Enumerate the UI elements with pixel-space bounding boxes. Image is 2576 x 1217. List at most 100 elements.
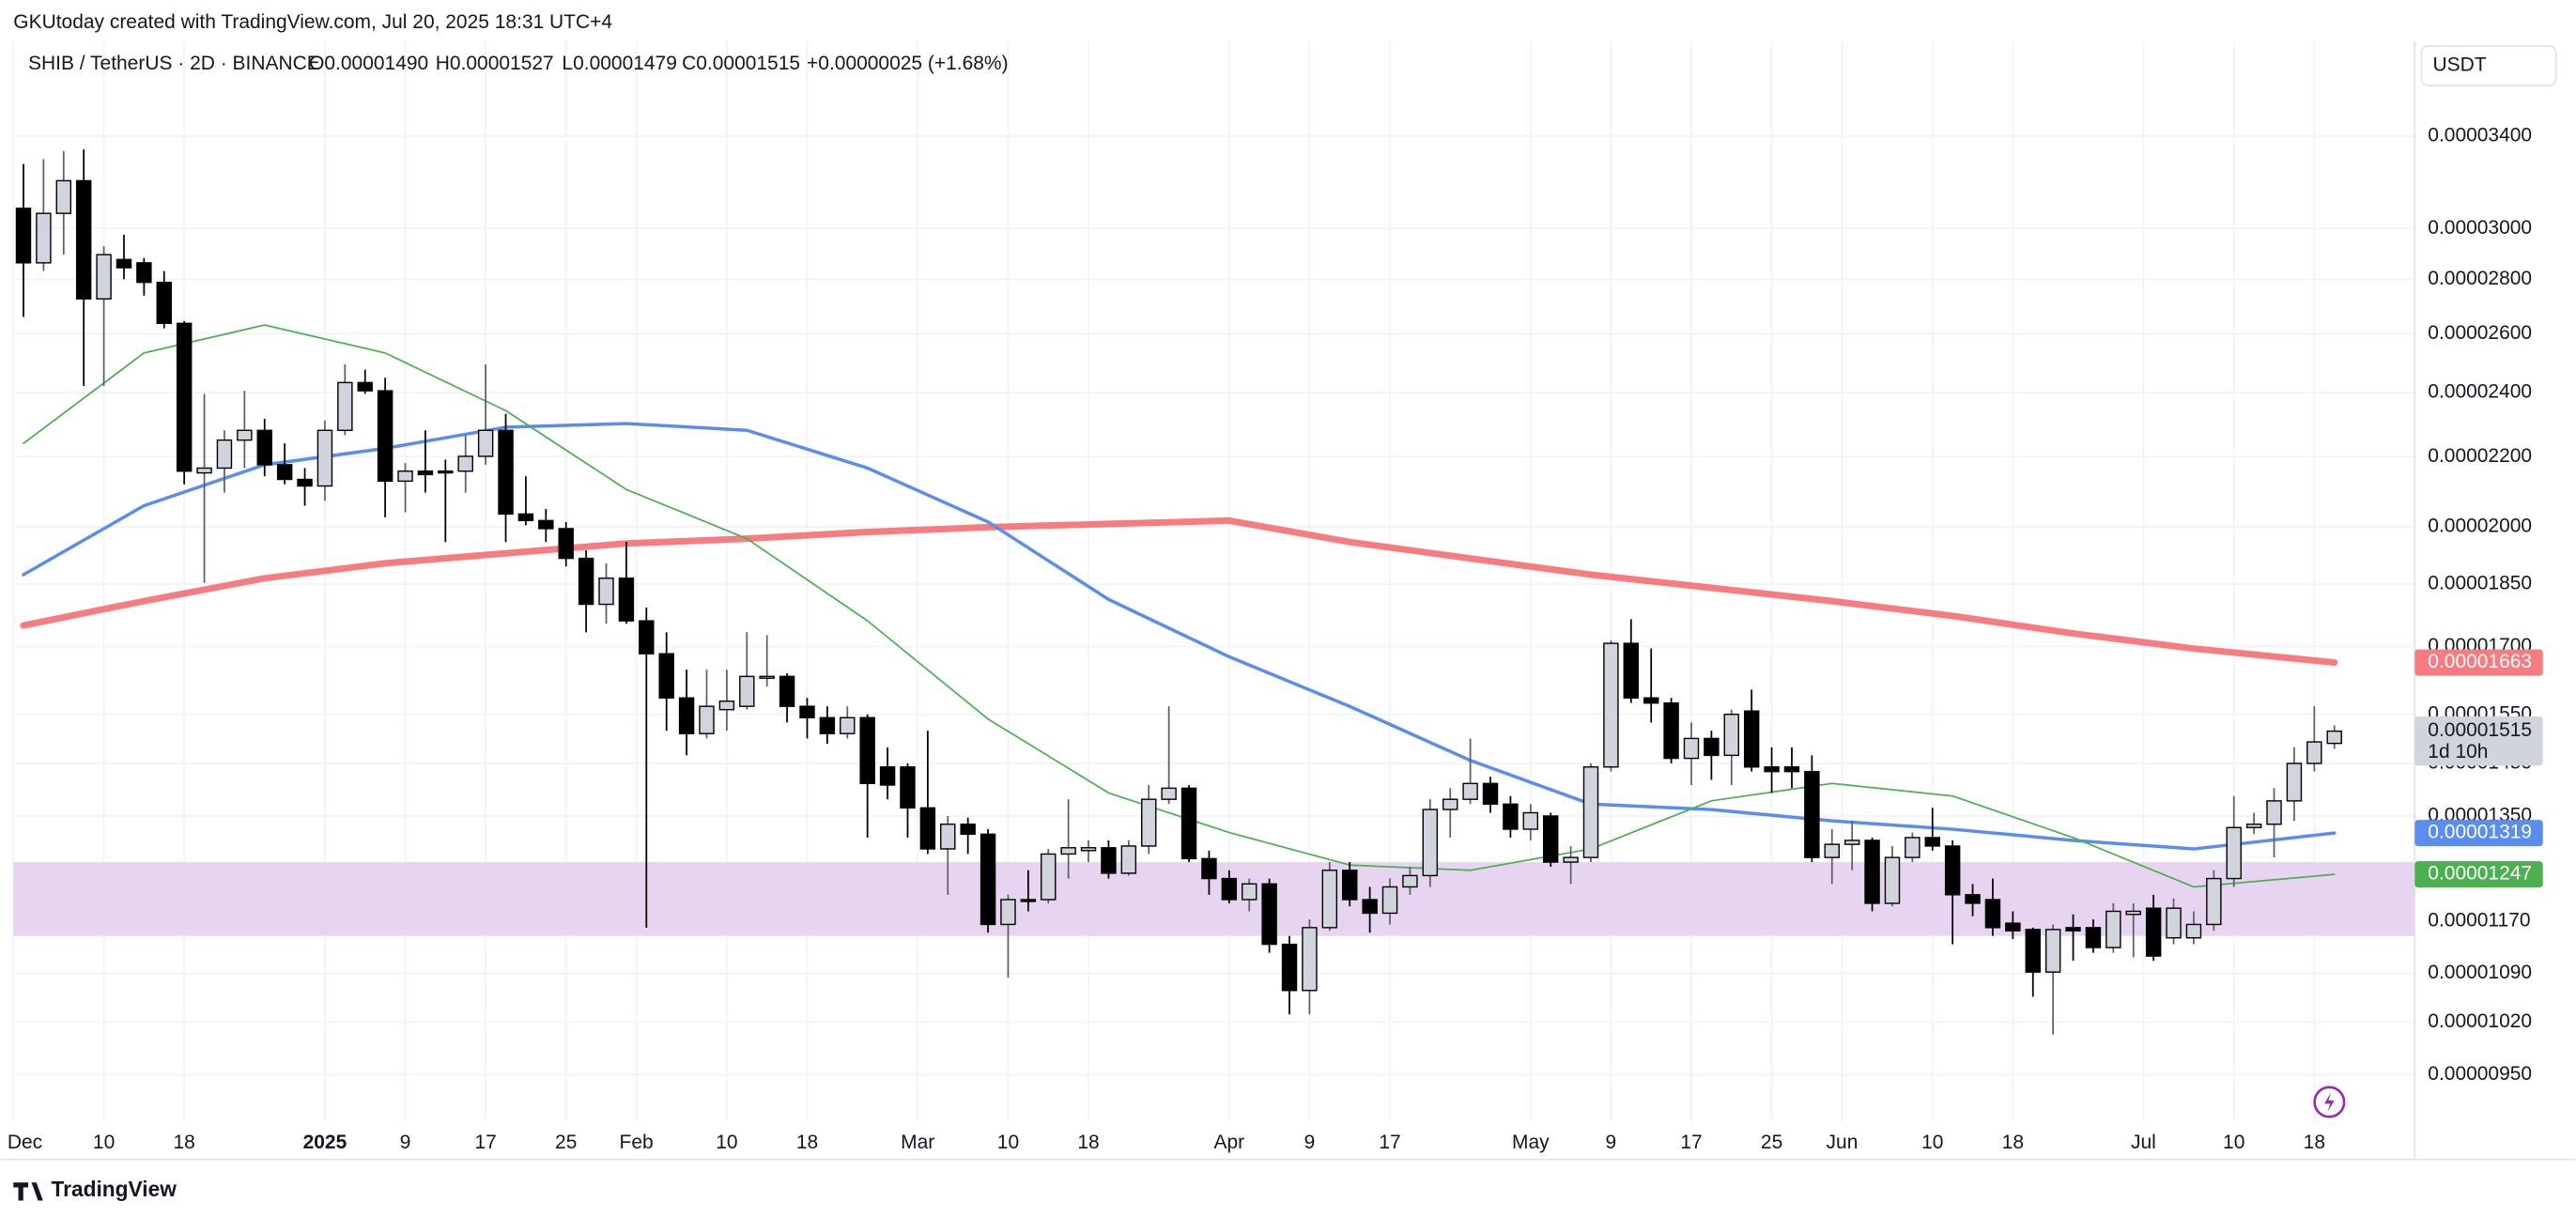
candle-body <box>96 254 112 300</box>
candle-body <box>1683 737 1700 760</box>
currency-label[interactable]: USDT <box>2433 54 2487 76</box>
x-tick-label: 17 <box>474 1132 496 1153</box>
candle-body <box>1141 798 1157 847</box>
x-tick-label: 17 <box>1379 1132 1400 1153</box>
candle-body <box>739 675 755 707</box>
y-tick-label: 0.00003000 <box>2428 217 2532 239</box>
candle-body <box>1041 853 1057 901</box>
candle-body <box>1704 737 1720 757</box>
candle-body <box>1723 714 1740 757</box>
attribution: GKUtoday created with TradingView.com, J… <box>13 11 612 33</box>
candle-body <box>1422 809 1439 877</box>
countdown-label: 1d 10h <box>2428 741 2488 763</box>
candle-body <box>1080 847 1097 852</box>
price-tag-label: 0.00001663 <box>2428 651 2532 672</box>
x-tick-label: Apr <box>1214 1132 1245 1153</box>
candle-body <box>136 262 152 284</box>
candle-body <box>1462 782 1478 800</box>
candle-body <box>1221 877 1238 901</box>
y-tick-label: 0.00001020 <box>2428 1010 2532 1032</box>
candle-body <box>1924 837 1940 847</box>
y-tick-label: 0.00001170 <box>2428 910 2530 932</box>
candle-body <box>1984 899 2001 929</box>
candle-body <box>1764 766 1780 773</box>
price-tag <box>2414 861 2543 888</box>
x-tick-label: 18 <box>174 1132 195 1153</box>
x-tick-label: 10 <box>2223 1132 2244 1153</box>
candle-body <box>1342 870 1358 901</box>
candle-body <box>256 429 272 466</box>
candle-body <box>55 179 71 214</box>
candle-body <box>1180 787 1197 860</box>
candle-body <box>1522 811 1539 830</box>
candle-body <box>558 528 574 560</box>
candle-body <box>377 390 393 483</box>
candle-body <box>2106 910 2121 948</box>
candle-body <box>779 675 795 707</box>
candle-body <box>1623 642 1640 699</box>
candle-body <box>658 653 674 699</box>
candle-body <box>1643 697 1659 704</box>
candle-body <box>1302 927 1318 992</box>
candle-body <box>75 179 92 300</box>
candle-body <box>578 557 594 606</box>
candle-body <box>357 381 373 392</box>
candle-body <box>2245 824 2262 828</box>
candle-body <box>1120 845 1137 874</box>
y-tick-label: 0.00002000 <box>2428 516 2532 537</box>
candle-body <box>2065 927 2081 932</box>
candle-body <box>1402 874 1418 888</box>
candle-body <box>297 478 313 487</box>
candle-body <box>1442 798 1458 810</box>
candle-body <box>1843 840 1860 845</box>
x-tick-label: 18 <box>1077 1132 1099 1153</box>
candle-body <box>1101 847 1117 874</box>
candle-body <box>1060 847 1076 855</box>
candle-body <box>960 824 976 836</box>
candle-layer <box>15 149 2342 1035</box>
candle-body <box>1563 856 1579 863</box>
candle-body <box>1743 710 1760 768</box>
candle-body <box>116 258 132 269</box>
candle-body <box>1362 899 1378 915</box>
candle-body <box>2125 910 2141 916</box>
candle-body <box>2185 923 2202 939</box>
candle-body <box>799 705 815 718</box>
logo-icon <box>13 1182 43 1201</box>
candle-body <box>1582 766 1599 858</box>
candle-body <box>1824 843 1840 858</box>
candle-body <box>1482 782 1499 806</box>
x-tick-label: May <box>1512 1132 1550 1153</box>
candle-body <box>699 705 715 734</box>
last-price-tag <box>2414 716 2543 766</box>
candle-body <box>498 429 514 516</box>
x-tick-label: Mar <box>901 1132 934 1153</box>
x-tick-label: 10 <box>1921 1132 1943 1153</box>
candle-body <box>618 578 635 622</box>
ohlc-change: +0.00000025 (+1.68%) <box>807 53 1009 74</box>
candle-body <box>1020 899 1037 902</box>
x-tick-label: Jun <box>1827 1132 1859 1153</box>
candle-body <box>538 519 554 530</box>
candle-body <box>2286 763 2303 802</box>
candle-body <box>2166 907 2182 939</box>
candle-body <box>940 824 956 850</box>
y-tick-label: 0.00002400 <box>2428 381 2532 403</box>
candle-body <box>316 429 333 487</box>
candle-body <box>2266 800 2282 825</box>
candle-body <box>36 212 52 264</box>
candle-body <box>517 513 534 522</box>
x-tick-label: 9 <box>1606 1132 1617 1153</box>
x-tick-label: 17 <box>1680 1132 1702 1153</box>
candle-body <box>457 455 473 472</box>
candle-body <box>2206 877 2222 926</box>
candle-body <box>819 716 836 734</box>
x-tick-label: 9 <box>400 1132 411 1153</box>
y-tick-label: 0.00001090 <box>2428 962 2532 983</box>
candle-body <box>859 716 875 785</box>
candle-body <box>919 807 936 850</box>
currency-button[interactable] <box>2420 45 2557 86</box>
moving-average-line <box>23 324 2336 888</box>
alert-icon[interactable] <box>2313 1086 2346 1118</box>
